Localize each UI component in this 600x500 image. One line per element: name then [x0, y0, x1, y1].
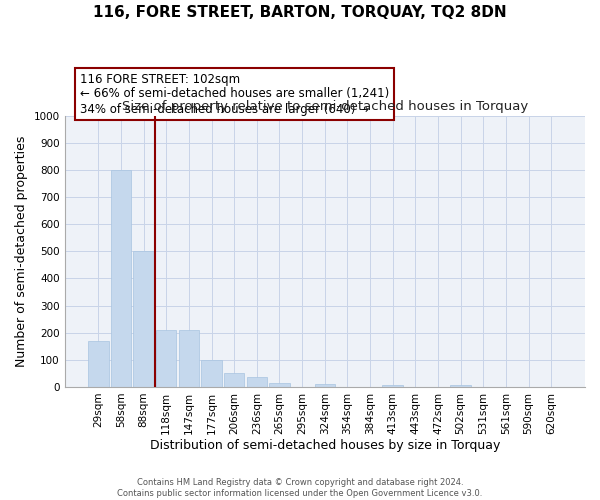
Text: 116, FORE STREET, BARTON, TORQUAY, TQ2 8DN: 116, FORE STREET, BARTON, TORQUAY, TQ2 8… [93, 5, 507, 20]
X-axis label: Distribution of semi-detached houses by size in Torquay: Distribution of semi-detached houses by … [149, 440, 500, 452]
Bar [156, 330, 176, 387]
Bar [202, 360, 222, 387]
Bar [224, 373, 244, 387]
Bar [451, 385, 471, 387]
Text: 116 FORE STREET: 102sqm
← 66% of semi-detached houses are smaller (1,241)
34% of: 116 FORE STREET: 102sqm ← 66% of semi-de… [80, 72, 389, 116]
Bar [382, 385, 403, 387]
Text: Contains HM Land Registry data © Crown copyright and database right 2024.
Contai: Contains HM Land Registry data © Crown c… [118, 478, 482, 498]
Y-axis label: Number of semi-detached properties: Number of semi-detached properties [15, 136, 28, 367]
Bar [179, 330, 199, 387]
Bar [247, 377, 267, 387]
Bar [133, 251, 154, 387]
Bar [111, 170, 131, 387]
Bar [269, 383, 290, 387]
Bar [88, 341, 109, 387]
Title: Size of property relative to semi-detached houses in Torquay: Size of property relative to semi-detach… [122, 100, 528, 113]
Bar [314, 384, 335, 387]
